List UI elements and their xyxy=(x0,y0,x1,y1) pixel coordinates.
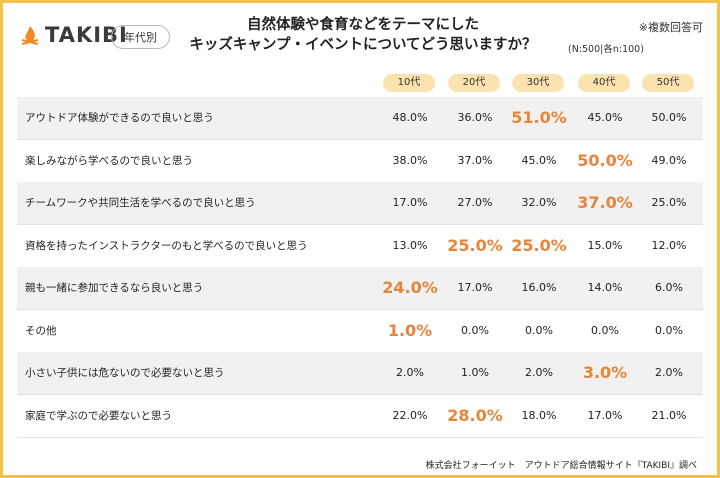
column-header: 10代 xyxy=(383,74,435,92)
segment-tag: 年代別 xyxy=(111,25,170,49)
table-row: 家庭で学ぶので必要ないと思う 22.0% 28.0% 18.0% 17.0% 21.0% xyxy=(17,394,703,438)
column-header: 30代 xyxy=(512,74,564,92)
table-cell: 2.0% xyxy=(396,366,424,379)
table-row: 楽しみながら学べるので良いと思う 38.0% 37.0% 45.0% 50.0% 49.0… xyxy=(17,139,703,183)
table-cell: 38.0% xyxy=(392,153,428,167)
table-row: 親も一緒に参加できるなら良いと思う 24.0% 17.0% 16.0% 14.0% 6.0… xyxy=(17,267,703,310)
row-label: 家庭で学ぶので必要ないと思う xyxy=(25,409,172,422)
title-line: 自然体験や食育などをテーマにした xyxy=(247,17,479,33)
row-label: 楽しみながら学べるので良いと思う xyxy=(25,154,193,167)
table-cell: 0.0% xyxy=(525,323,553,337)
row-label: アウトドア体験ができるので良いと思う xyxy=(25,112,214,124)
table-cell: 0.0% xyxy=(655,323,683,337)
title-line: キッズキャンプ・イベントについてどう思いますか？ xyxy=(189,37,537,53)
table-cell: 37.0% xyxy=(577,193,633,212)
table-cell: 14.0% xyxy=(587,281,623,294)
table-cell: 28.0% xyxy=(447,405,503,425)
table-row: 資格を持ったインストラクターのもと学べるので良いと思う 13.0% 25.0% 25.… xyxy=(17,224,703,268)
table-cell: 2.0% xyxy=(655,366,683,379)
table-cell: 36.0% xyxy=(457,111,493,124)
table-cell: 25.0% xyxy=(447,235,503,255)
row-label: 資格を持ったインストラクターのもと学べるので良いと思う xyxy=(25,239,308,252)
table-cell: 45.0% xyxy=(521,153,557,167)
logo-icon xyxy=(21,26,39,45)
table-cell: 32.0% xyxy=(521,196,557,209)
table-cell: 49.0% xyxy=(651,153,687,167)
table-cell: 18.0% xyxy=(521,408,557,422)
sample-size: (N:500|各n:100) xyxy=(568,44,644,55)
table-row: アウトドア体験ができるので良いと思う 48.0% 36.0% 51.0% 45.0% 50… xyxy=(17,97,703,140)
table-cell: 6.0% xyxy=(655,281,683,294)
table-cell: 21.0% xyxy=(651,408,687,422)
row-label: 親も一緒に参加できるなら良いと思う xyxy=(25,282,204,294)
table-cell: 27.0% xyxy=(457,196,493,209)
row-label: チームワークや共同生活を学べるので良いと思う xyxy=(25,197,256,209)
column-header: 20代 xyxy=(448,74,500,92)
table-cell: 15.0% xyxy=(587,238,623,252)
table-cell: 1.0% xyxy=(461,366,489,379)
table-cell: 1.0% xyxy=(387,320,433,340)
table-cell: 0.0% xyxy=(461,323,489,337)
table-cell: 50.0% xyxy=(651,111,687,124)
table-cell: 50.0% xyxy=(577,150,633,170)
source: 株式会社フォーイット アウトドア総合情報サイト『TAKIBI』調べ xyxy=(425,461,697,471)
table-cell: 25.0% xyxy=(511,235,567,255)
table-cell: 16.0% xyxy=(521,281,557,294)
table-row: その他 1.0% 0.0% 0.0% 0.0% 0.0% xyxy=(17,309,703,353)
table-cell: 25.0% xyxy=(651,196,687,209)
table-cell: 22.0% xyxy=(392,408,428,422)
row-label: 小さい子供には危ないので必要ないと思う xyxy=(25,367,225,379)
table-row: 小さい子供には危ないので必要ないと思う 2.0% 1.0% 2.0% 3.0% 2.0% xyxy=(17,352,703,395)
table-row: チームワークや共同生活を学べるので良いと思う 17.0% 27.0% 32.0% 37.… xyxy=(17,182,703,225)
table-cell: 48.0% xyxy=(392,111,428,124)
row-label: その他 xyxy=(25,324,57,337)
table-cell: 51.0% xyxy=(511,108,567,127)
title: 自然体験や食育などをテーマにした キッズキャンプ・イベントについてどう思いますか… xyxy=(153,15,573,55)
table-cell: 17.0% xyxy=(457,281,493,294)
table-cell: 12.0% xyxy=(651,238,687,252)
table-cell: 13.0% xyxy=(392,238,428,252)
table-cell: 24.0% xyxy=(382,278,438,297)
column-header: 50代 xyxy=(642,74,694,92)
note: ※複数回答可 xyxy=(638,21,703,34)
table-cell: 17.0% xyxy=(587,408,623,422)
table-cell: 3.0% xyxy=(582,363,628,382)
table-cell: 2.0% xyxy=(525,366,553,379)
column-header: 40代 xyxy=(578,74,630,92)
table-cell: 37.0% xyxy=(457,153,493,167)
table-cell: 0.0% xyxy=(591,323,619,337)
table-cell: 45.0% xyxy=(587,111,623,124)
table-cell: 17.0% xyxy=(392,196,428,209)
